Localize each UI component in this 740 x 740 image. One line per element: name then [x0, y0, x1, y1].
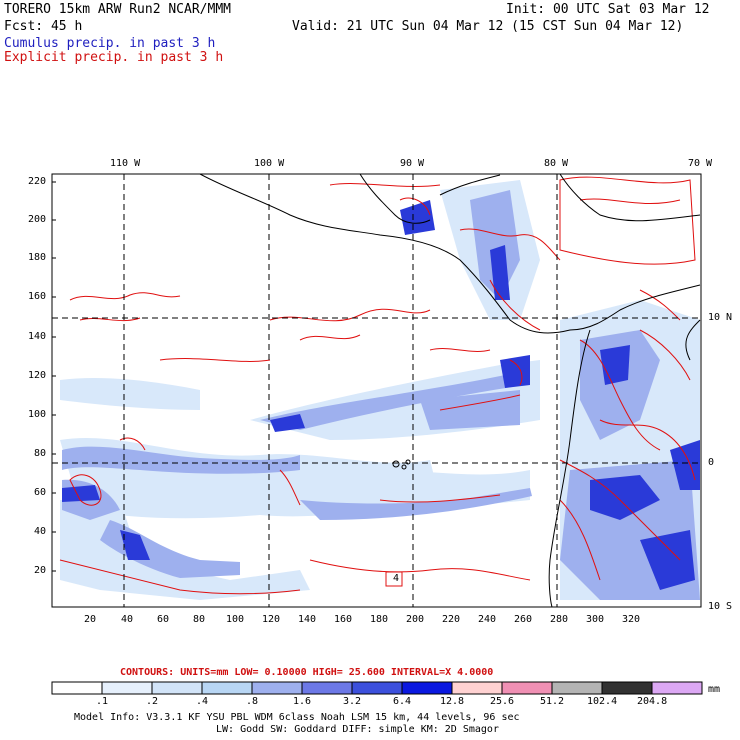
map-field — [52, 174, 701, 607]
colorbar-swatch — [551, 681, 603, 695]
x-tick: 320 — [622, 614, 641, 625]
lon-label-70w: 70 W — [688, 158, 713, 169]
y-tick: 20 — [34, 565, 47, 576]
coastline — [199, 174, 701, 607]
colorbar-label: .4 — [196, 696, 209, 707]
colorbar-swatch — [651, 681, 703, 695]
x-tick: 180 — [370, 614, 389, 625]
colorbar-swatch — [351, 681, 403, 695]
x-tick: 220 — [442, 614, 461, 625]
lon-label-90w: 90 W — [400, 158, 425, 169]
colorbar-label: 3.2 — [343, 696, 362, 707]
x-tick: 100 — [226, 614, 245, 625]
x-tick: 40 — [121, 614, 134, 625]
init-time: Init: 00 UTC Sat 03 Mar 12 — [506, 2, 710, 17]
x-tick: 280 — [550, 614, 569, 625]
colorbar-swatch — [151, 681, 203, 695]
y-tick: 100 — [28, 409, 47, 420]
colorbar-swatch — [101, 681, 153, 695]
explicit-precip-contours — [59, 176, 696, 595]
x-tick: 20 — [84, 614, 97, 625]
lat-label-10n: 10 N — [708, 312, 733, 323]
map-frame — [51, 173, 702, 608]
heavy-precip-areas — [62, 200, 700, 590]
x-tick: 120 — [262, 614, 281, 625]
colorbar-swatch — [201, 681, 253, 695]
colorbar-label: 1.6 — [293, 696, 312, 707]
colorbar-label: 102.4 — [587, 696, 618, 707]
model-info-line1: Model Info: V3.3.1 KF YSU PBL WDM 6class… — [74, 712, 520, 723]
y-tick: 160 — [28, 291, 47, 302]
colorbar-label: 204.8 — [637, 696, 668, 707]
x-tick: 160 — [334, 614, 353, 625]
colorbar-label: 25.6 — [490, 696, 515, 707]
y-tick: 200 — [28, 214, 47, 225]
colorbar-swatch — [251, 681, 303, 695]
explicit-precip-label: Explicit precip. in past 3 h — [4, 50, 224, 65]
axis-ticks — [52, 181, 56, 572]
colorbar-swatch — [501, 681, 553, 695]
highlight-box-label: 4 — [393, 573, 400, 584]
colorbar-label: .1 — [96, 696, 109, 707]
y-tick: 220 — [28, 176, 47, 187]
lon-label-110w: 110 W — [110, 158, 141, 169]
colorbar-label: 12.8 — [440, 696, 465, 707]
x-tick: 200 — [406, 614, 425, 625]
x-tick: 80 — [193, 614, 206, 625]
x-tick: 240 — [478, 614, 497, 625]
x-tick: 260 — [514, 614, 533, 625]
y-tick: 40 — [34, 526, 47, 537]
y-tick: 60 — [34, 487, 47, 498]
colorbar-swatch — [51, 681, 103, 695]
y-tick: 180 — [28, 252, 47, 263]
colorbar-label: .8 — [246, 696, 259, 707]
lat-label-10s: 10 S — [708, 601, 733, 612]
colorbar-label: 51.2 — [540, 696, 565, 707]
x-tick: 300 — [586, 614, 605, 625]
colorbar — [51, 681, 703, 695]
y-tick: 140 — [28, 331, 47, 342]
y-tick: 80 — [34, 448, 47, 459]
colorbar-swatch — [301, 681, 353, 695]
valid-time: Valid: 21 UTC Sun 04 Mar 12 (15 CST Sun … — [292, 19, 684, 34]
colorbar-label: .2 — [146, 696, 159, 707]
model-title: TORERO 15km ARW Run2 NCAR/MMM — [4, 2, 231, 17]
contours-info: CONTOURS: UNITS=mm LOW= 0.10000 HIGH= 25… — [120, 667, 494, 678]
model-info-line2: LW: Godd SW: Goddard DIFF: simple KM: 2D… — [216, 724, 499, 735]
lon-label-100w: 100 W — [254, 158, 285, 169]
lon-label-80w: 80 W — [544, 158, 569, 169]
x-tick: 60 — [157, 614, 170, 625]
lat-lon-grid — [52, 174, 701, 607]
colorbar-swatch — [401, 681, 453, 695]
y-tick: 120 — [28, 370, 47, 381]
x-tick: 140 — [298, 614, 317, 625]
colorbar-swatch — [601, 681, 653, 695]
highlight-box — [385, 571, 403, 587]
colorbar-label: 6.4 — [393, 696, 412, 707]
lat-label-0: 0 — [708, 457, 715, 468]
colorbar-unit: mm — [708, 684, 721, 695]
colorbar-swatch — [451, 681, 503, 695]
forecast-hour: Fcst: 45 h — [4, 19, 83, 34]
cumulus-precip-label: Cumulus precip. in past 3 h — [4, 36, 216, 51]
